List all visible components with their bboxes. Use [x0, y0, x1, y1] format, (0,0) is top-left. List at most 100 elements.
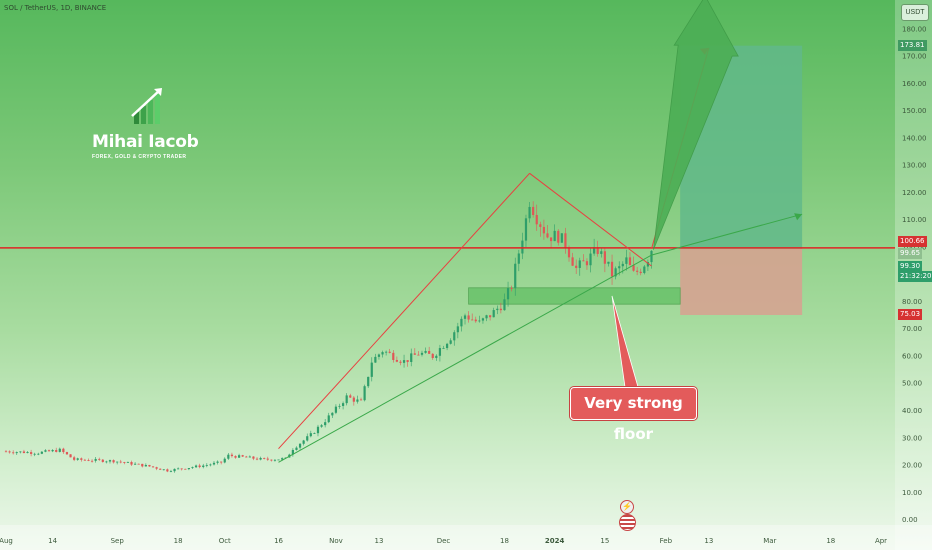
candle-body: [575, 265, 578, 268]
symbol-title: SOL / TetherUS, 1D, BINANCE: [4, 4, 107, 12]
candle-body: [367, 376, 370, 387]
candle-body: [62, 448, 65, 453]
candle-body: [402, 360, 406, 363]
candle-body: [80, 458, 83, 460]
candle-body: [524, 218, 528, 241]
candle-body: [98, 458, 101, 460]
candle-body: [395, 359, 398, 362]
x-tick-label: Dec: [437, 537, 451, 545]
candle-body: [614, 268, 617, 277]
candle-body: [105, 461, 108, 463]
candle-body: [112, 460, 115, 463]
x-tick-label: Mar: [763, 537, 776, 545]
candle-body: [180, 468, 183, 470]
candle-body: [30, 452, 33, 454]
candle-body: [646, 262, 650, 267]
candle-body: [216, 461, 219, 463]
currency-button[interactable]: USDT: [901, 4, 929, 21]
support-zone: [468, 287, 681, 305]
candle-body: [596, 247, 599, 254]
candle-body: [69, 454, 72, 458]
candle-body: [108, 460, 112, 462]
candle-body: [485, 315, 488, 319]
candle-body: [148, 464, 151, 467]
resistance-price-badge: 100.66: [898, 235, 927, 247]
candle-body: [560, 233, 563, 243]
x-tick-label: 18: [174, 537, 183, 545]
candle-body: [320, 425, 323, 427]
candle-body: [87, 460, 90, 461]
candle-body: [514, 263, 517, 289]
stop-price-badge: 75.03: [898, 309, 923, 321]
candle-body: [471, 319, 474, 321]
us-flag-event-icon[interactable]: [619, 514, 636, 531]
x-tick-label: 18: [826, 537, 835, 545]
candle-body: [58, 448, 61, 452]
y-tick-label: 160.00: [902, 80, 927, 88]
candle-body: [22, 451, 26, 454]
y-tick-label: 170.00: [902, 53, 927, 61]
candle-body: [625, 257, 628, 264]
candle-body: [442, 348, 445, 349]
x-tick-label: Oct: [219, 537, 231, 545]
candle-body: [359, 399, 363, 401]
y-tick-label: 60.00: [902, 352, 922, 360]
candle-body: [162, 469, 165, 471]
candle-body: [270, 459, 273, 461]
candle-body: [255, 458, 259, 460]
candle-body: [8, 451, 11, 453]
candle-body: [600, 251, 603, 254]
candle-body: [435, 355, 438, 359]
candle-body: [567, 247, 571, 258]
candle-body: [44, 450, 47, 452]
x-tick-label: 13: [374, 537, 383, 545]
lightning-event-icon[interactable]: ⚡: [620, 500, 634, 514]
x-tick-label: 2024: [545, 537, 565, 545]
candle-body: [144, 464, 147, 467]
time-axis-panel[interactable]: [0, 525, 932, 550]
y-tick-label: 130.00: [902, 162, 927, 170]
x-tick-label: 15: [600, 537, 609, 545]
candle-body: [26, 452, 29, 454]
x-tick-label: Apr: [875, 537, 887, 545]
last-price-badge: 99.30: [898, 261, 923, 273]
candle-body: [632, 265, 635, 271]
candle-body: [589, 253, 592, 266]
candle-body: [12, 452, 15, 454]
candle-body: [392, 352, 395, 360]
candle-body: [302, 440, 305, 444]
y-tick-label: 40.00: [902, 407, 922, 415]
candle-body: [535, 214, 538, 225]
candle-body: [51, 450, 54, 452]
candle-body: [313, 433, 316, 434]
candle-body: [187, 468, 190, 470]
x-tick-label: Sep: [111, 537, 125, 545]
y-tick-label: 100.00: [902, 243, 927, 251]
candle-body: [277, 459, 280, 461]
candle-body: [166, 469, 169, 472]
candle-body: [295, 447, 298, 450]
candle-body: [309, 433, 312, 437]
candle-body: [420, 352, 424, 355]
candle-body: [259, 457, 262, 460]
stop-zone: [680, 248, 803, 315]
candle-body: [263, 457, 266, 459]
candle-body: [327, 415, 330, 423]
candle-body: [539, 224, 542, 227]
candle-body: [506, 288, 510, 300]
candle-body: [370, 362, 373, 377]
candle-body: [83, 459, 86, 461]
candle-body: [385, 351, 388, 353]
candle-body: [546, 233, 549, 238]
logo-tagline: FOREX, GOLD & CRYPTO TRADER: [92, 154, 187, 160]
candle-body: [101, 459, 104, 462]
ask-price-badge: 99.65: [898, 248, 923, 260]
x-tick-label: Feb: [660, 537, 673, 545]
green-arrow-head: [794, 213, 803, 221]
candle-countdown-badge: 21:32:20: [898, 271, 932, 283]
candle-body: [578, 260, 581, 268]
candle-body: [417, 354, 420, 356]
candle-body: [47, 450, 51, 452]
candle-body: [237, 455, 241, 458]
